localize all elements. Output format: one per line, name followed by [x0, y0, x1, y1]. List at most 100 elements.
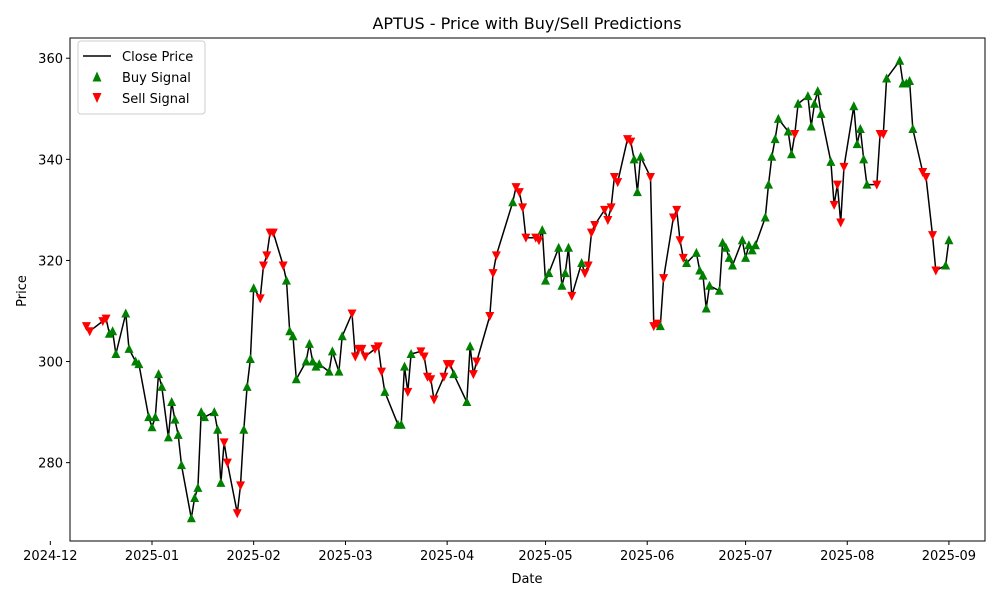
sell-signal-marker — [278, 261, 288, 271]
sell-signal-marker — [534, 236, 544, 246]
buy-signal-marker — [783, 126, 793, 136]
buy-signal-marker — [291, 374, 301, 384]
y-tick-label: 360 — [38, 52, 63, 67]
sell-signal-marker — [931, 266, 941, 276]
buy-signal-marker — [150, 412, 160, 422]
sell-signal-marker — [445, 360, 455, 370]
plot-area — [69, 37, 986, 542]
buy-signal-marker — [334, 366, 344, 376]
buy-signal-marker — [544, 268, 554, 278]
sell-signal-marker — [790, 130, 800, 140]
buy-signal-marker — [196, 407, 206, 417]
buy-signal-marker — [859, 154, 869, 164]
sell-signal-marker — [514, 188, 524, 198]
sell-signal-marker — [583, 261, 593, 271]
buy-signal-marker — [655, 321, 665, 331]
sell-signal-marker — [360, 352, 370, 362]
legend-label-close: Close Price — [122, 50, 193, 65]
sell-signal-marker — [613, 178, 623, 188]
sell-signal-marker — [668, 213, 678, 223]
sell-signal-marker — [439, 372, 449, 382]
sell-signal-marker — [373, 342, 383, 352]
sell-signal-marker — [928, 231, 938, 241]
x-axis-title: Date — [511, 572, 542, 587]
buy-signal-marker — [770, 134, 780, 144]
x-tick-label: 2025-09 — [922, 549, 976, 564]
buy-signal-marker — [508, 197, 518, 207]
buy-signal-marker — [324, 366, 334, 376]
buy-signal-marker — [908, 123, 918, 133]
buy-signal-marker — [193, 482, 203, 492]
buy-signal-marker — [767, 151, 777, 161]
sell-signal-marker — [416, 347, 426, 357]
buy-signal-marker — [809, 98, 819, 108]
sell-signal-marker — [491, 251, 501, 261]
sell-signal-marker — [832, 180, 842, 190]
buy-signal-marker — [747, 245, 757, 255]
sell-signal-marker — [836, 218, 846, 228]
sell-signal-marker — [675, 236, 685, 246]
buy-signal-marker — [813, 86, 823, 96]
buy-signal-marker — [793, 98, 803, 108]
sell-signal-marker — [85, 327, 95, 337]
buy-signal-marker — [121, 308, 131, 318]
buy-signal-marker — [632, 187, 642, 197]
buy-signal-marker — [304, 338, 314, 348]
buy-signal-marker — [190, 493, 200, 503]
legend-label-buy: Buy Signal — [122, 71, 191, 86]
legend-sell-swatch — [92, 93, 102, 103]
legend-frame — [77, 40, 206, 115]
buy-signal-marker — [170, 414, 180, 424]
buy-signal-marker — [337, 331, 347, 341]
buy-signal-marker — [537, 225, 547, 235]
sell-signal-marker — [626, 137, 636, 147]
buy-signal-marker — [695, 265, 705, 275]
buy-signal-marker — [682, 257, 692, 267]
sell-signal-marker — [488, 269, 498, 279]
buy-signal-marker — [213, 424, 223, 434]
sell-signal-marker — [600, 205, 610, 215]
sell-signal-marker — [219, 438, 229, 448]
buy-signal-marker — [465, 341, 475, 351]
sell-signal-marker — [652, 319, 662, 329]
buy-signal-marker — [554, 242, 564, 252]
buy-signal-marker — [108, 326, 118, 336]
sell-signal-marker — [347, 309, 357, 319]
sell-signal-marker — [101, 314, 111, 324]
y-tick-label: 340 — [38, 153, 63, 168]
sell-signal-marker — [872, 180, 882, 190]
buy-signal-marker — [750, 240, 760, 250]
x-tick-label: 2025-07 — [718, 549, 772, 564]
sell-signal-marker — [255, 294, 265, 304]
sell-signal-marker — [918, 167, 928, 177]
x-tick-label: 2025-03 — [318, 549, 372, 564]
sell-signal-marker — [672, 205, 682, 215]
sell-signal-marker — [878, 130, 888, 140]
sell-signal-marker — [609, 173, 619, 183]
buy-signal-marker — [400, 361, 410, 371]
buy-signal-marker — [147, 422, 157, 432]
buy-signal-marker — [396, 419, 406, 429]
legend-label-sell: Sell Signal — [122, 92, 190, 107]
sell-signal-marker — [485, 312, 495, 322]
x-axis: 2024-12 2025-01 2025-02 2025-03 2025-04 2025-… — [23, 541, 976, 564]
sell-signal-marker — [839, 162, 849, 172]
buy-signal-marker — [144, 412, 154, 422]
sell-signal-marker — [258, 261, 268, 271]
sell-signal-marker — [603, 215, 613, 225]
buy-signal-marker — [724, 252, 734, 262]
buy-signal-marker — [327, 346, 337, 356]
buy-signal-marker — [629, 154, 639, 164]
x-tick-label: 2025-06 — [620, 549, 674, 564]
buy-signal-marker — [163, 432, 173, 442]
buy-signal-marker — [816, 108, 826, 118]
buy-signal-marker — [173, 429, 183, 439]
buy-signal-marker — [855, 123, 865, 133]
sell-signal-marker — [236, 481, 246, 491]
axes-frame — [69, 37, 986, 542]
sell-signal-marker — [829, 200, 839, 210]
buy-signal-marker — [862, 179, 872, 189]
sell-signal-marker — [468, 370, 478, 380]
y-axis: 280 300 320 340 360 — [38, 52, 70, 472]
